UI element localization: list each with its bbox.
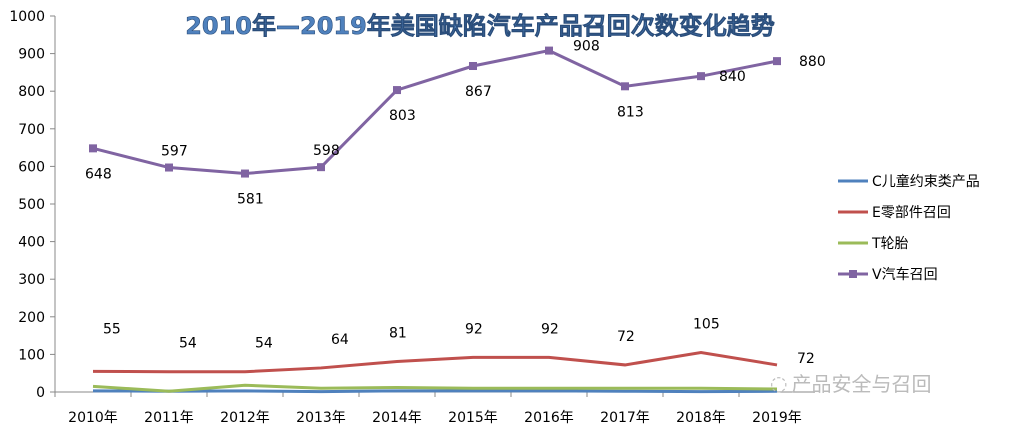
legend-label: V汽车召回 — [872, 266, 938, 283]
data-point — [621, 82, 629, 91]
legend-marker — [849, 270, 857, 278]
data-label: 92 — [465, 321, 483, 337]
watermark-text: 产品安全与召回 — [791, 372, 932, 396]
data-label: 867 — [465, 84, 492, 100]
data-point — [393, 86, 401, 95]
data-point — [317, 163, 325, 172]
y-tick-label: 800 — [18, 84, 45, 100]
data-label: 803 — [389, 108, 416, 124]
series-line-0 — [92, 389, 778, 394]
x-tick-label: 2010年 — [68, 410, 118, 426]
y-tick-label: 300 — [18, 272, 45, 288]
data-label: 55 — [103, 321, 121, 337]
y-tick-label: 700 — [18, 122, 45, 138]
data-label: 648 — [85, 166, 112, 182]
y-tick-label: 400 — [18, 235, 45, 251]
watermark: ◌ 产品安全与召回 — [770, 368, 931, 397]
legend-label: C儿童约束类产品 — [872, 173, 980, 190]
data-label: 597 — [161, 144, 188, 160]
x-tick-label: 2014年 — [372, 410, 422, 426]
y-tick-label: 1000 — [9, 9, 45, 25]
data-point — [545, 46, 553, 55]
x-tick-label: 2018年 — [676, 410, 726, 426]
data-label: 54 — [255, 336, 273, 352]
data-label: 92 — [541, 321, 559, 337]
x-tick-label: 2015年 — [448, 410, 498, 426]
data-label: 72 — [617, 329, 635, 345]
y-tick-label: 500 — [18, 197, 45, 213]
data-label: 880 — [799, 54, 826, 70]
series-line-1 — [92, 351, 778, 374]
data-label: 581 — [237, 192, 264, 208]
y-tick-label: 200 — [18, 310, 45, 326]
data-point — [469, 62, 477, 71]
data-label: 64 — [331, 332, 349, 348]
data-point — [89, 144, 97, 153]
legend-label: T轮胎 — [871, 236, 909, 252]
y-tick-label: 600 — [18, 159, 45, 175]
data-point — [697, 72, 705, 81]
y-tick-label: 900 — [18, 47, 45, 63]
legend-label: E零部件召回 — [872, 205, 951, 221]
data-point — [773, 57, 781, 66]
x-tick-label: 2019年 — [752, 410, 802, 426]
y-tick-label: 100 — [18, 347, 45, 363]
data-label: 72 — [797, 351, 815, 367]
data-label: 813 — [617, 104, 644, 120]
data-point — [241, 169, 249, 178]
x-tick-label: 2012年 — [220, 410, 270, 426]
x-tick-label: 2016年 — [524, 410, 574, 426]
x-tick-label: 2017年 — [600, 410, 650, 426]
data-label: 840 — [719, 69, 746, 85]
series-line-3 — [92, 49, 778, 176]
series-line-2 — [92, 383, 778, 393]
data-point — [165, 163, 173, 172]
data-label: 54 — [179, 336, 197, 352]
data-label: 81 — [389, 326, 407, 342]
y-tick-label: 0 — [36, 385, 45, 401]
data-label: 908 — [573, 39, 600, 55]
wechat-icon: ◌ — [770, 370, 788, 395]
data-label: 598 — [313, 143, 340, 159]
x-tick-label: 2011年 — [144, 410, 194, 426]
x-tick-label: 2013年 — [296, 410, 346, 426]
chart-title: 2010年—2019年美国缺陷汽车产品召回次数变化趋势 — [185, 12, 775, 40]
data-label: 105 — [693, 317, 720, 333]
